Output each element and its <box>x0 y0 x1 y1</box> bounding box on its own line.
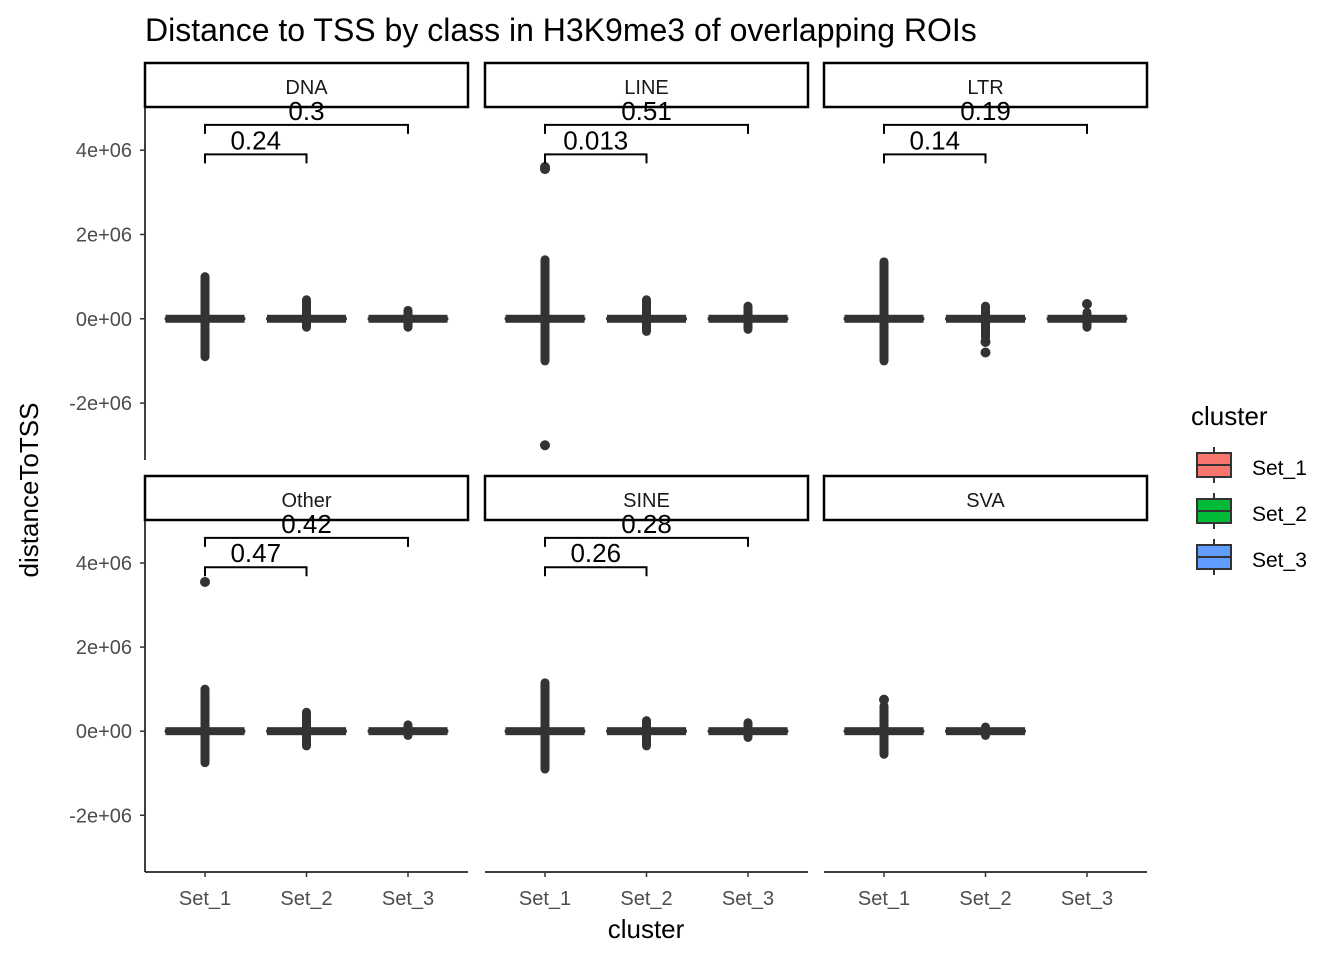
legend-label: Set_2 <box>1252 503 1307 526</box>
panel-dna: DNA -2e+06 0e+00 2e+06 4e+06 0.240.3 <box>69 61 470 460</box>
facet-label: SVA <box>966 490 1005 512</box>
y-axis-label: distanceToTSS <box>14 403 44 578</box>
p-value-label: 0.19 <box>960 96 1011 126</box>
comparison-bracket <box>544 566 648 577</box>
box-set_1 <box>504 162 586 451</box>
p-value-label: 0.47 <box>230 538 281 568</box>
legend: cluster Set_1 Set_2 Set_3 <box>1191 401 1307 575</box>
outlier-point <box>540 162 550 173</box>
outlier-point <box>879 694 889 705</box>
x-axis-label: cluster <box>608 914 685 944</box>
y-tick-label: -2e+06 <box>69 805 132 827</box>
box-set_1 <box>843 694 925 759</box>
box-set_1 <box>164 272 246 362</box>
facet-label: SINE <box>623 490 670 512</box>
box-set_2 <box>606 716 687 751</box>
y-tick-label: 4e+06 <box>76 140 132 162</box>
x-tick-label: Set_1 <box>179 888 231 910</box>
x-tick-label: Set_3 <box>1061 888 1113 910</box>
legend-title: cluster <box>1191 401 1268 431</box>
comparison-bracket <box>204 566 308 577</box>
facet-strip <box>822 474 1149 522</box>
p-value-label: 0.013 <box>563 125 628 155</box>
box-set_1 <box>843 257 925 366</box>
facet-strip <box>143 61 470 109</box>
panel-sine: SINE Set_1 Set_2 Set_3 0.260.28 <box>483 474 810 910</box>
p-value-label: 0.42 <box>281 509 332 539</box>
x-tick-label: Set_3 <box>722 888 774 910</box>
p-value-label: 0.51 <box>621 96 672 126</box>
outlier-point <box>200 576 210 587</box>
y-tick-label: 4e+06 <box>76 553 132 575</box>
legend-label: Set_3 <box>1252 549 1307 572</box>
x-tick-label: Set_1 <box>858 888 910 910</box>
x-tick-label: Set_2 <box>959 888 1011 910</box>
box-set_2 <box>606 295 687 336</box>
box-set_3 <box>707 301 789 334</box>
comparison-bracket <box>204 536 409 547</box>
comparison-bracket <box>204 153 308 164</box>
outlier-point <box>1082 299 1092 310</box>
box-set_2 <box>945 301 1026 358</box>
chart-title: Distance to TSS by class in H3K9me3 of o… <box>145 12 977 48</box>
box-set_2 <box>945 722 1026 740</box>
box-set_3 <box>1046 299 1128 332</box>
outlier-point <box>980 336 991 347</box>
comparison-bracket <box>883 123 1088 134</box>
facet-strip <box>483 61 810 109</box>
x-tick-label: Set_3 <box>382 888 434 910</box>
box-set_1 <box>504 678 586 774</box>
panel-sva: SVA Set_1 Set_2 Set_3 <box>822 474 1149 910</box>
facet-strip <box>483 474 810 522</box>
p-value-label: 0.26 <box>570 538 621 568</box>
comparison-bracket <box>883 153 987 164</box>
x-tick-label: Set_2 <box>280 888 332 910</box>
y-tick-label: -2e+06 <box>69 393 132 415</box>
facet-label: LTR <box>967 77 1003 99</box>
facet-strip <box>143 474 470 522</box>
x-tick-label: Set_2 <box>620 888 672 910</box>
facet-label: LINE <box>624 77 668 99</box>
legend-label: Set_1 <box>1252 457 1307 480</box>
box-set_3 <box>707 718 789 742</box>
facet-strip <box>822 61 1149 109</box>
comparison-bracket <box>544 153 648 164</box>
panel-other: Other -2e+06 0e+00 2e+06 4e+06 Set_1 Set_2 Set_… <box>69 474 470 910</box>
outlier-point <box>540 440 550 451</box>
facet-label: DNA <box>285 77 328 99</box>
y-tick-label: 0e+00 <box>76 721 132 743</box>
p-value-label: 0.14 <box>909 125 960 155</box>
comparison-bracket <box>544 123 749 134</box>
comparison-bracket <box>204 123 409 134</box>
panel-ltr: LTR 0.140.19 <box>822 61 1149 366</box>
y-tick-label: 2e+06 <box>76 637 132 659</box>
p-value-label: 0.3 <box>288 96 324 126</box>
y-tick-label: 0e+00 <box>76 309 132 331</box>
box-set_2 <box>266 295 347 332</box>
x-tick-label: Set_1 <box>519 888 571 910</box>
comparison-bracket <box>544 536 749 547</box>
facet-label: Other <box>281 490 331 512</box>
outlier-point <box>980 347 991 358</box>
box-set_3 <box>367 305 449 332</box>
box-set_2 <box>266 707 347 751</box>
p-value-label: 0.28 <box>621 509 672 539</box>
y-tick-label: 2e+06 <box>76 224 132 246</box>
box-set_3 <box>367 720 449 740</box>
box-set_1 <box>164 576 246 768</box>
p-value-label: 0.24 <box>230 125 281 155</box>
